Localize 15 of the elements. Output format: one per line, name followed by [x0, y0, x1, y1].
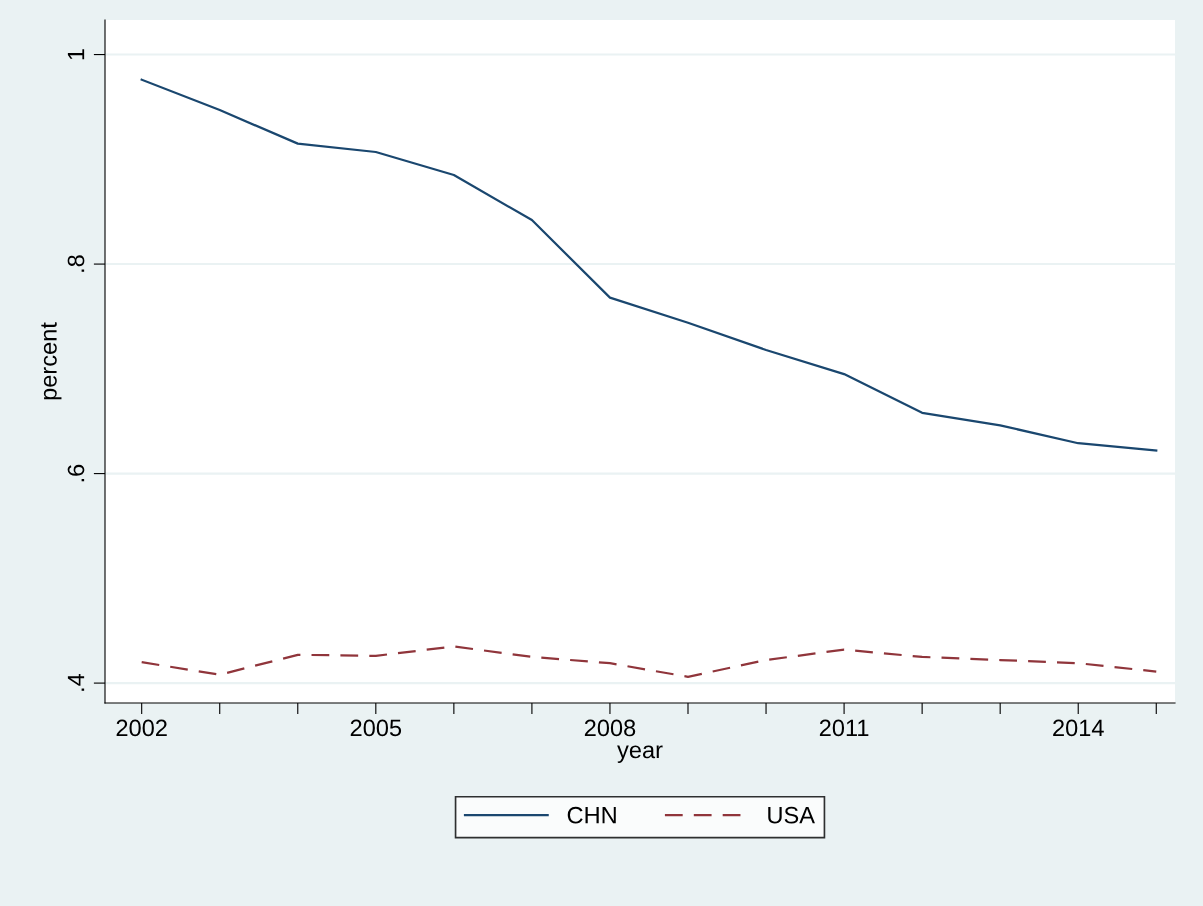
legend-label: CHN: [567, 806, 616, 824]
x-tick-label: 2011: [819, 719, 869, 737]
x-tick-label: 2002: [116, 719, 167, 737]
y-tick-label: .8: [67, 255, 85, 272]
x-tick-label: 2005: [350, 719, 402, 737]
y-axis-title: percent: [41, 322, 62, 400]
x-tick-label: 2014: [1053, 719, 1104, 737]
y-tick-label: 1: [67, 49, 85, 60]
x-axis-title: year: [617, 745, 663, 763]
legend-label: USA: [768, 806, 815, 824]
line-series: [140, 645, 1158, 678]
y-tick-label: .4: [67, 673, 85, 691]
x-tick-label: 2008: [584, 719, 636, 737]
line-series: [140, 78, 1158, 452]
y-tick-label: .6: [67, 464, 85, 482]
